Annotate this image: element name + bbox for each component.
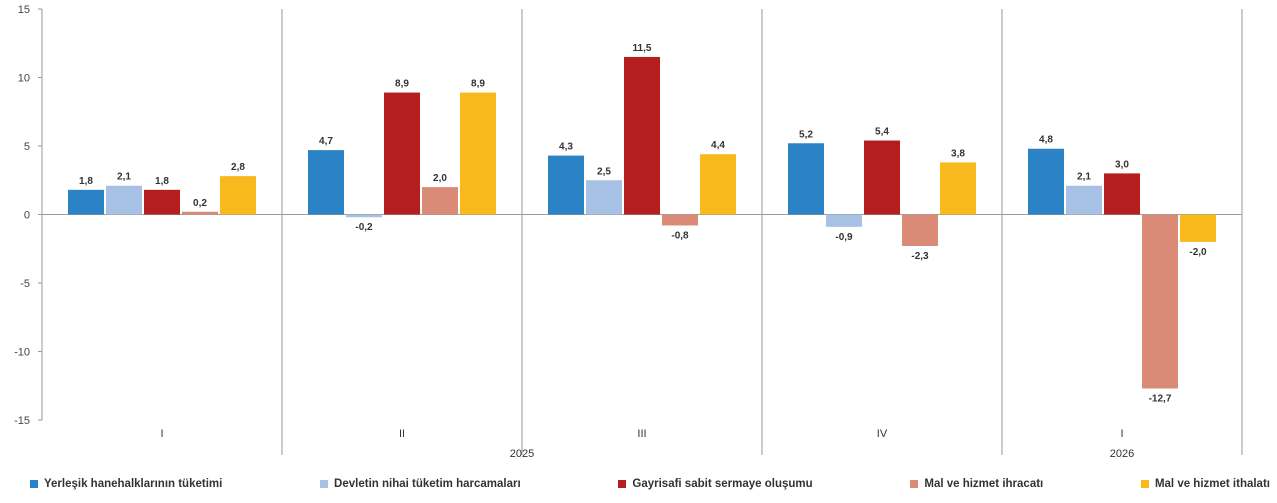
legend-item-0: Yerleşik hanehalklarının tüketimi: [30, 478, 222, 490]
legend-label-4: Mal ve hizmet ithalatı: [1154, 478, 1270, 490]
data-label: 4,3: [559, 142, 573, 153]
data-label: -2,3: [911, 251, 929, 262]
y-tick-label: 10: [18, 73, 30, 85]
data-label: -0,9: [835, 232, 853, 243]
bar: [1104, 173, 1140, 215]
legend-label-1: Devletin nihai tüketim harcamaları: [334, 478, 521, 490]
data-label: 0,2: [193, 198, 207, 209]
legend-swatch-0: [30, 480, 38, 488]
bar: [548, 155, 584, 215]
legend-item-1: Devletin nihai tüketim harcamaları: [320, 478, 521, 490]
legend-swatch-2: [618, 480, 627, 488]
data-label: 3,8: [951, 148, 965, 159]
x-tick-label: III: [637, 428, 646, 440]
bar: [940, 162, 976, 215]
legend-label-2: Gayrisafi sabit sermaye oluşumu: [632, 478, 813, 490]
bar: [788, 143, 824, 215]
y-tick-label: 15: [18, 4, 30, 16]
bar: [864, 140, 900, 215]
data-label: 2,1: [1077, 172, 1091, 183]
bar: [1028, 148, 1064, 215]
data-label: 11,5: [633, 43, 652, 54]
bar: [826, 214, 862, 227]
bar: [1142, 214, 1178, 389]
chart-legend: Yerleşik hanehalklarının tüketimi Devlet…: [30, 478, 1270, 490]
bar: [902, 214, 938, 247]
legend-item-3: Mal ve hizmet ihracatı: [910, 478, 1043, 490]
legend-item-2: Gayrisafi sabit sermaye oluşumu: [618, 478, 813, 490]
bar: [144, 189, 180, 215]
bar: [308, 150, 344, 215]
legend-item-4: Mal ve hizmet ithalatı: [1140, 478, 1270, 490]
bar: [106, 185, 142, 215]
bar: [460, 92, 496, 215]
bar: [1180, 214, 1216, 242]
data-label: 2,8: [231, 162, 245, 173]
bar: [586, 180, 622, 215]
bar: [662, 214, 698, 226]
data-label: 4,8: [1039, 135, 1053, 146]
bar: [346, 214, 382, 218]
data-label: 8,9: [395, 79, 409, 90]
year-label: 2026: [1110, 448, 1134, 460]
data-label: -0,2: [355, 222, 373, 233]
data-label: 5,2: [799, 129, 813, 140]
data-label: -12,7: [1149, 393, 1172, 404]
data-label: 3,0: [1115, 159, 1129, 170]
legend-swatch-1: [320, 480, 329, 488]
data-label: -0,8: [671, 230, 689, 241]
x-tick-label: IV: [877, 428, 888, 440]
bar: [220, 176, 256, 215]
y-tick-label: 5: [24, 141, 30, 153]
bar: [1066, 185, 1102, 215]
y-tick-label: -15: [14, 415, 30, 427]
data-label: 1,8: [79, 176, 93, 187]
x-tick-label: I: [1120, 428, 1123, 440]
legend-label-3: Mal ve hizmet ihracatı: [924, 478, 1044, 490]
data-label: 2,5: [597, 166, 611, 177]
bar: [182, 211, 218, 215]
x-tick-label: I: [160, 428, 163, 440]
y-tick-label: -5: [20, 278, 30, 290]
bar: [422, 187, 458, 215]
data-label: 8,9: [471, 79, 485, 90]
bar: [68, 189, 104, 215]
data-label: 4,4: [711, 140, 725, 151]
bar: [384, 92, 420, 215]
y-tick-label: 0: [24, 210, 30, 222]
data-label: 2,0: [433, 173, 447, 184]
data-label: -2,0: [1189, 247, 1207, 258]
x-tick-label: II: [399, 428, 405, 440]
bar: [700, 154, 736, 215]
legend-label-0: Yerleşik hanehalklarının tüketimi: [44, 478, 223, 490]
bar: [624, 56, 660, 215]
data-label: 4,7: [319, 136, 333, 147]
legend-swatch-3: [910, 480, 919, 488]
data-label: 1,8: [155, 176, 169, 187]
chart-bars: [68, 56, 1216, 389]
year-label: 2025: [510, 448, 534, 460]
legend-swatch-4: [1140, 480, 1149, 488]
data-label: 2,1: [117, 172, 131, 183]
chart-data-labels: 1,8 4,7 4,3 5,2 4,8 2,1 -0,2 2,5 -0,9 2,1 1,8 8,9 11…: [79, 43, 1207, 405]
y-tick-label: -10: [14, 347, 30, 359]
data-label: 5,4: [875, 127, 889, 138]
